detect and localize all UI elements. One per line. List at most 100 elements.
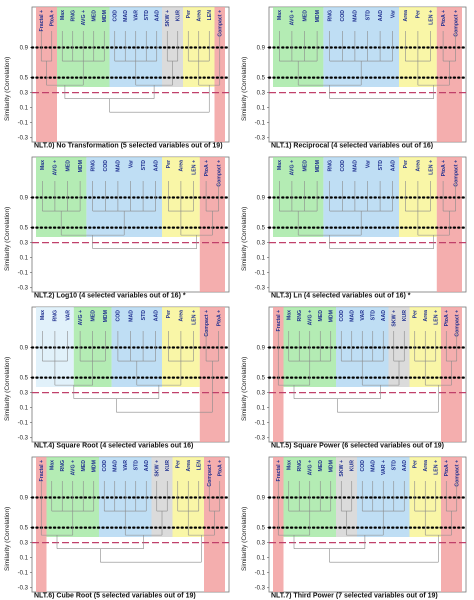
leaf-label: Max xyxy=(40,160,46,170)
leaf-label: Var xyxy=(128,160,134,168)
y-tick-label: 0.9 xyxy=(20,496,29,502)
y-axis-label: Similarity (Correlation) xyxy=(241,57,248,121)
leaf-label: LEN + xyxy=(428,160,434,175)
leaf-label: Per xyxy=(166,310,172,318)
y-tick-label: 0.3 xyxy=(20,391,29,397)
leaf-label: MED xyxy=(91,310,97,322)
leaf-label: Fractal + xyxy=(39,460,45,481)
y-tick-label: 0.3 xyxy=(20,541,29,547)
leaf-label: STD xyxy=(134,460,140,471)
leaf-label: Var xyxy=(391,10,397,18)
y-tick-label: -0.3 xyxy=(255,136,266,142)
leaf-label: MAD xyxy=(116,160,122,172)
leaf-label: PtoA + xyxy=(218,460,224,476)
y-tick-label: 0.5 xyxy=(257,526,266,532)
leaf-label: MED xyxy=(81,460,87,472)
leaf-label: AAD xyxy=(155,10,161,21)
leaf-label: Per xyxy=(416,10,422,18)
y-tick-label: 0.1 xyxy=(20,556,29,562)
dendrogram-panel-6: Fractal + Max RNG AVG + MED MDM COD MAD VAR STD AA… xyxy=(4,456,231,600)
leaf-label: RNG xyxy=(60,460,66,472)
dendrogram-panel-0: Fractal + PtoA + Max RNG AVG + MED MDM COD MAD VA… xyxy=(4,6,231,150)
leaf-label: Per xyxy=(176,460,182,468)
y-tick-label: 0.9 xyxy=(20,196,29,202)
leaf-label: VAR xyxy=(360,310,366,321)
y-tick-label: 0.3 xyxy=(257,241,266,247)
y-tick-label: 0.5 xyxy=(20,76,29,82)
leaf-label: PtoA + xyxy=(217,310,223,326)
y-tick-label: -0.1 xyxy=(255,571,266,577)
leaf-label: Max xyxy=(40,310,46,320)
leaf-label: Per xyxy=(413,310,419,318)
leaf-label: Max xyxy=(287,460,293,470)
leaf-label: AVG + xyxy=(290,10,296,25)
leaf-label: Per xyxy=(403,160,409,168)
leaf-label: AAD xyxy=(391,160,397,171)
leaf-label: Area xyxy=(179,160,185,172)
y-axis-label: Similarity (Correlation) xyxy=(241,207,248,271)
y-axis-label: Similarity (Correlation) xyxy=(4,57,11,121)
y-tick-label: 0.5 xyxy=(20,226,29,232)
leaf-label: KUR xyxy=(176,10,182,21)
leaf-label: Area xyxy=(423,310,429,322)
leaf-label: STD xyxy=(365,10,371,21)
leaf-label: MDM xyxy=(315,10,321,22)
y-tick-label: -0.1 xyxy=(18,271,29,277)
y-tick-label: 0.3 xyxy=(257,541,266,547)
leaf-label: RNG xyxy=(297,460,303,472)
leaf-label: MED xyxy=(318,460,324,472)
leaf-label: Compact + xyxy=(204,310,210,337)
leaf-label: PtoA + xyxy=(204,160,210,176)
leaf-label: COD xyxy=(339,310,345,322)
leaf-label: Max xyxy=(50,460,56,470)
leaf-label: Max xyxy=(277,10,283,20)
leaf-label: AVG + xyxy=(71,460,77,475)
leaf-label: Area xyxy=(197,10,203,22)
leaf-label: AVG + xyxy=(81,10,87,25)
dendrogram-panel-2: Max AVG + MED MDM RNG COD MAD Var STD AAD Per Area L… xyxy=(4,156,231,300)
panel-title: NLT.3) Ln (4 selected variables out of 1… xyxy=(271,293,411,300)
leaf-label: KUR xyxy=(350,460,356,471)
y-axis-label: Similarity (Correlation) xyxy=(4,207,11,271)
y-tick-label: -0.1 xyxy=(255,271,266,277)
y-tick-label: 0.9 xyxy=(257,496,266,502)
panel-title: NLT.5) Square Power (6 selected variable… xyxy=(271,443,444,450)
leaf-label: RNG xyxy=(328,160,334,172)
leaf-label: COD xyxy=(360,460,366,472)
leaf-label: LEN + xyxy=(191,160,197,175)
panel-title: NLT.6) Cube Root (5 selected variables o… xyxy=(34,593,196,600)
leaf-label: VAR xyxy=(123,460,129,471)
dendrogram-panel-4: Max RNG VAR AVG + MED MDM COD MAD STD AAD Per Area L… xyxy=(4,306,231,450)
leaf-label: MAD xyxy=(123,10,129,22)
leaf-label: STD xyxy=(392,460,398,471)
leaf-label: AAD xyxy=(402,460,408,471)
dendrogram-panel-1: Max AVG + MED MDM RNG COD MAD STD AAD Var Area Per L… xyxy=(241,6,468,150)
y-tick-label: -0.3 xyxy=(18,586,29,592)
leaf-label: AVG + xyxy=(308,460,314,475)
y-axis-label: Similarity (Correlation) xyxy=(4,507,11,571)
leaf-label: MDM xyxy=(92,460,98,472)
panel-title: NLT.4) Square Root (4 selected variables… xyxy=(34,443,193,450)
y-tick-label: -0.3 xyxy=(255,286,266,292)
leaf-label: Area xyxy=(416,160,422,172)
leaf-label: Compact + xyxy=(454,160,460,187)
y-tick-label: -0.1 xyxy=(255,421,266,427)
leaf-label: Per xyxy=(166,160,172,168)
leaf-label: LEN xyxy=(207,10,213,21)
leaf-label: COD xyxy=(102,460,108,472)
leaf-label: Compact + xyxy=(218,10,224,37)
y-tick-label: 0.9 xyxy=(257,46,266,52)
leaf-label: MDM xyxy=(103,310,109,322)
panel-title: NLT.7) Third Power (7 selected variables… xyxy=(271,593,438,600)
y-tick-label: 0.3 xyxy=(257,91,266,97)
dendrogram-panel-3: Max AVG + MED MDM RNG COD MAD Var STD AAD Per Area L… xyxy=(241,156,468,300)
leaf-label: AVG + xyxy=(53,160,59,175)
leaf-label: AVG + xyxy=(290,160,296,175)
leaf-label: RNG xyxy=(91,160,97,172)
dendrogram-panel-5: Fractal + Max RNG AVG + MED MDM COD MAD VAR STD AA… xyxy=(241,306,468,450)
y-tick-label: 0.3 xyxy=(20,241,29,247)
leaf-label: SKW + xyxy=(155,460,161,477)
leaf-label: MED xyxy=(302,160,308,172)
y-tick-label: 0.9 xyxy=(20,46,29,52)
